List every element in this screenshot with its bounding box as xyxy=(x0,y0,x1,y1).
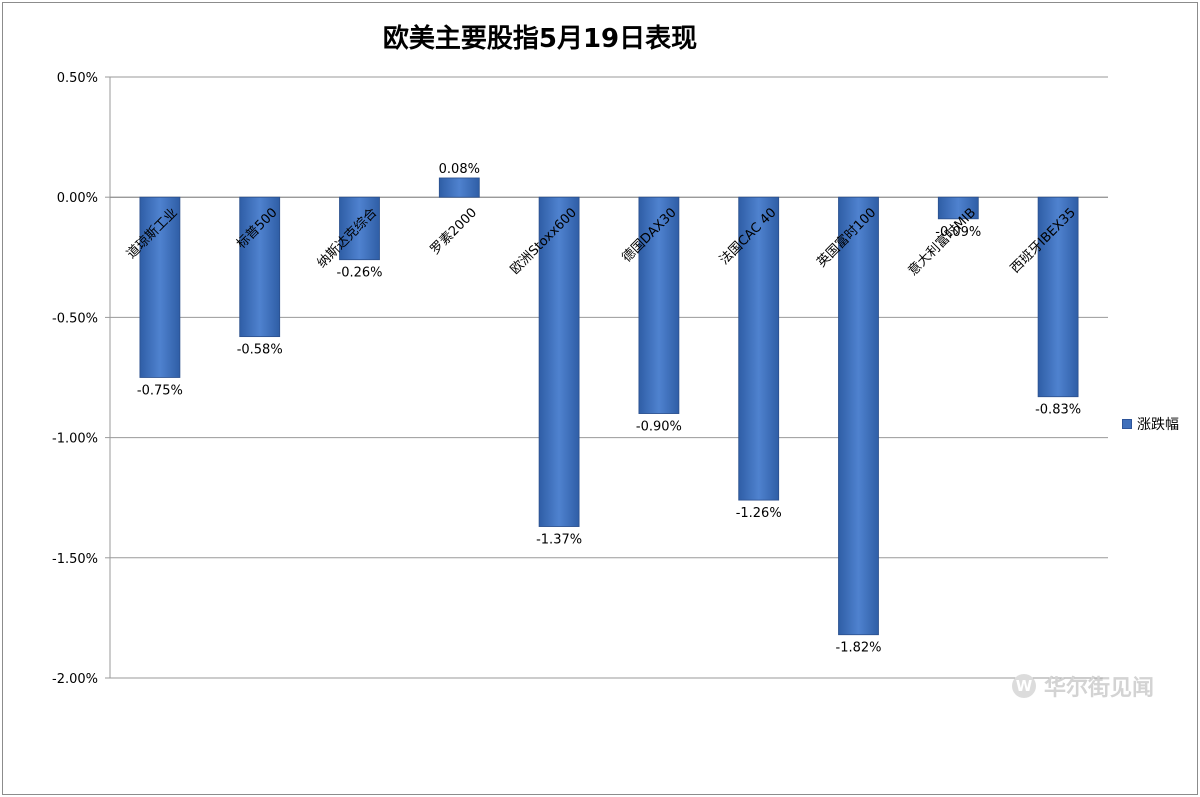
watermark-text: 华尔街见闻 xyxy=(1044,675,1155,701)
bar xyxy=(638,196,680,414)
y-tick-label: -0.50% xyxy=(52,311,98,326)
data-label: -1.82% xyxy=(836,641,882,656)
data-label: -1.26% xyxy=(736,506,782,521)
y-tick-label: -1.00% xyxy=(52,432,98,447)
legend: 涨跌幅 xyxy=(1122,414,1179,434)
y-tick-label: -1.50% xyxy=(52,552,98,567)
data-label: -0.26% xyxy=(337,266,383,281)
legend-swatch xyxy=(1122,419,1132,429)
y-tick-label: -2.00% xyxy=(52,672,98,687)
data-label: -1.37% xyxy=(536,533,582,548)
data-label: -0.58% xyxy=(237,343,283,358)
data-label: -0.90% xyxy=(636,420,682,435)
category-label: 罗素2000 xyxy=(428,205,480,257)
bar xyxy=(339,196,380,261)
bar xyxy=(139,196,181,378)
data-label: 0.08% xyxy=(439,162,480,177)
bar xyxy=(1037,196,1079,398)
bar xyxy=(937,196,979,220)
data-label: -0.09% xyxy=(935,225,981,240)
y-tick-label: 0.50% xyxy=(57,71,98,86)
bar xyxy=(239,196,281,338)
watermark: W 华尔街见闻 xyxy=(1012,670,1154,702)
bar xyxy=(838,196,879,636)
y-tick-label: 0.00% xyxy=(57,191,98,206)
legend-label: 涨跌幅 xyxy=(1137,417,1179,433)
watermark-logo-icon: W xyxy=(1012,674,1036,698)
chart-title: 欧美主要股指5月19日表现 xyxy=(382,24,698,54)
bar xyxy=(738,196,780,501)
data-label: -0.83% xyxy=(1035,403,1081,418)
bar xyxy=(538,196,580,527)
bar xyxy=(438,177,480,198)
data-label: -0.75% xyxy=(137,384,183,399)
